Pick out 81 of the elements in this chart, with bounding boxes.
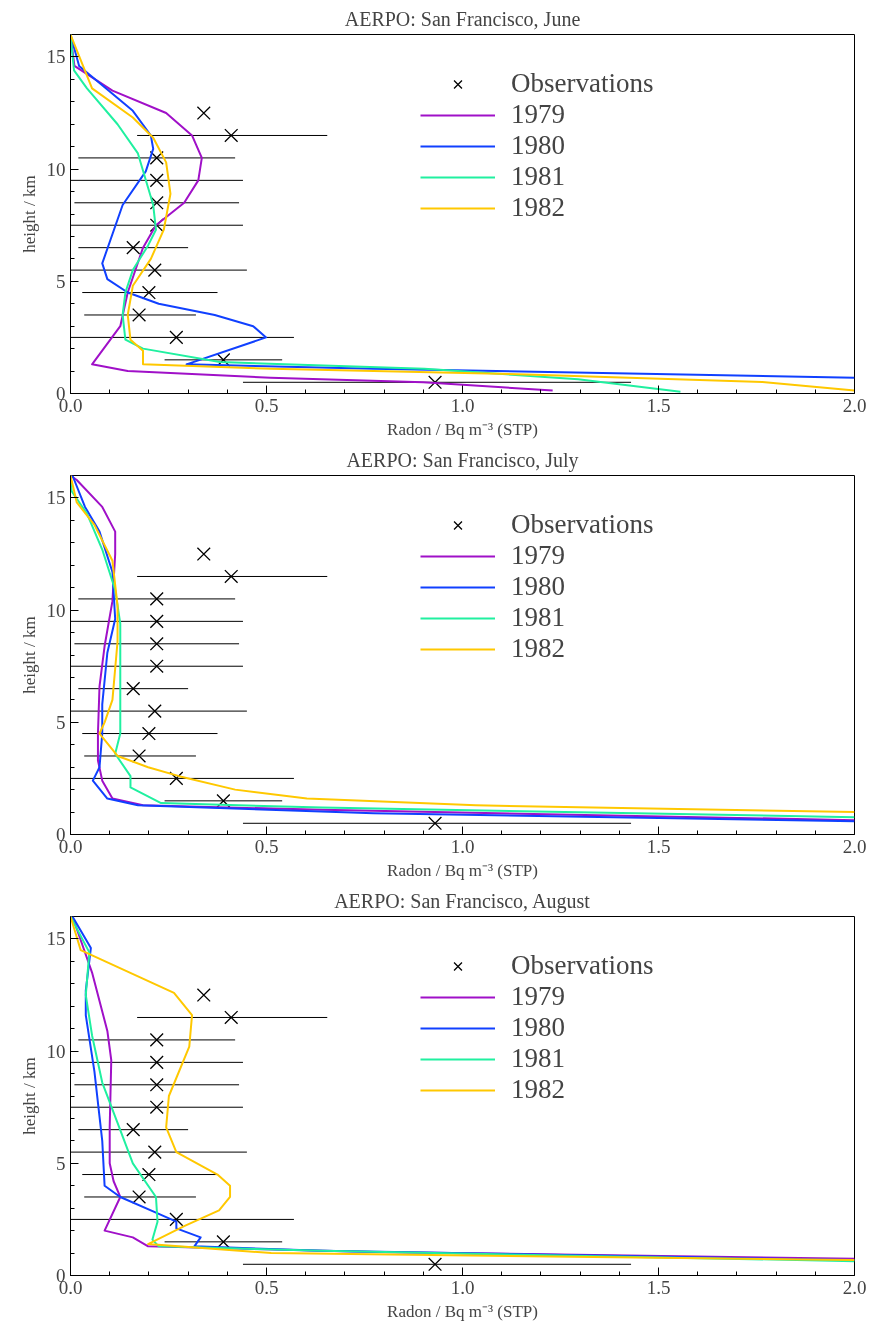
y-axis-title: height / km — [19, 1057, 39, 1135]
point — [149, 614, 164, 629]
point — [149, 150, 164, 165]
x-axis-title: Radon / Bq m⁻³ (STP) — [387, 419, 538, 439]
chart-title: AERPO: San Francisco, July — [346, 448, 579, 472]
y-tick-label: 15 — [46, 46, 66, 68]
point — [147, 263, 162, 278]
x-tick-label: 1.0 — [450, 394, 475, 416]
point — [169, 330, 184, 345]
point — [196, 988, 211, 1003]
y-tick-label: 15 — [46, 487, 66, 509]
x-tick-label: 1.0 — [450, 835, 475, 857]
point — [196, 547, 211, 562]
legend-label: 1979 — [511, 99, 565, 130]
point — [149, 1077, 164, 1092]
point — [126, 681, 141, 696]
point — [149, 591, 164, 606]
x-axis-title: Radon / Bq m⁻³ (STP) — [387, 860, 538, 880]
legend-label: 1981 — [511, 1043, 565, 1074]
y-tick-label: 5 — [56, 711, 66, 733]
legend-label: 1980 — [511, 1012, 565, 1043]
y-axis-title: height / km — [19, 616, 39, 694]
y-tick-label: 10 — [46, 158, 66, 180]
point — [428, 816, 443, 831]
point — [149, 1055, 164, 1070]
y-tick-label: 10 — [46, 599, 66, 621]
y-tick-label: 5 — [56, 1152, 66, 1174]
point — [147, 1145, 162, 1160]
x-tick-label: 0.5 — [254, 1276, 279, 1298]
x-tick-label: 2.0 — [842, 835, 867, 857]
legend-label: 1980 — [511, 571, 565, 602]
point — [141, 1167, 156, 1182]
x-tick-label: 2.0 — [842, 394, 867, 416]
point — [132, 748, 147, 763]
x-tick-label: 2.0 — [842, 1276, 867, 1298]
legend-label: 1980 — [511, 130, 565, 161]
x-tick-label: 0.5 — [254, 835, 279, 857]
point — [149, 195, 164, 210]
x-tick-label: 1.0 — [450, 1276, 475, 1298]
point — [126, 240, 141, 255]
point — [149, 1100, 164, 1115]
legend-label: 1982 — [511, 192, 565, 223]
y-tick-label: 10 — [46, 1040, 66, 1062]
point — [216, 1234, 231, 1249]
chart-title: AERPO: San Francisco, June — [344, 7, 581, 30]
point — [224, 569, 239, 584]
point — [126, 1122, 141, 1137]
chart-title: AERPO: San Francisco, August — [334, 889, 591, 913]
legend-label: 1979 — [511, 540, 565, 571]
point — [169, 771, 184, 786]
point — [224, 1010, 239, 1025]
point — [132, 307, 147, 322]
legend-label: 1981 — [511, 161, 565, 192]
point — [196, 106, 211, 121]
legend-label: 1982 — [511, 1074, 565, 1105]
point — [428, 1257, 443, 1272]
x-tick-label: 1.5 — [646, 835, 671, 857]
point — [147, 704, 162, 719]
point — [132, 1189, 147, 1204]
x-tick-label: 1.5 — [646, 394, 671, 416]
legend-label: 1981 — [511, 602, 565, 633]
legend-label: Observations — [511, 509, 654, 540]
point — [428, 375, 443, 390]
y-tick-label: 15 — [46, 928, 66, 950]
legend-label: 1982 — [511, 633, 565, 664]
point — [141, 285, 156, 300]
legend-label: Observations — [511, 68, 654, 99]
point — [169, 1212, 184, 1227]
legend-label: 1979 — [511, 981, 565, 1012]
y-tick-label: 5 — [56, 270, 66, 292]
y-axis-title: height / km — [19, 175, 39, 253]
point — [224, 128, 239, 143]
point — [149, 636, 164, 651]
legend-label: Observations — [511, 950, 654, 981]
point — [141, 726, 156, 741]
point — [149, 173, 164, 188]
x-axis-title: Radon / Bq m⁻³ (STP) — [387, 1301, 538, 1321]
x-tick-label: 0.5 — [254, 394, 279, 416]
point — [149, 1032, 164, 1047]
x-tick-label: 1.5 — [646, 1276, 671, 1298]
point — [149, 659, 164, 674]
